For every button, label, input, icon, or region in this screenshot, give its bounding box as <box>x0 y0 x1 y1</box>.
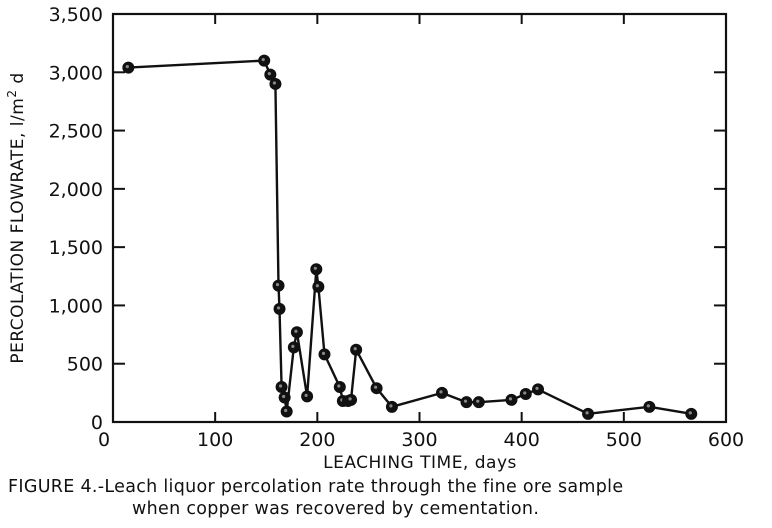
data-point-highlight <box>348 397 352 401</box>
data-point-highlight <box>315 284 319 288</box>
data-point-highlight <box>261 58 265 62</box>
y-axis-title-end: d <box>8 72 28 89</box>
y-axis-title: PERCOLATION FLOWRATE, l/m2 d <box>5 72 28 363</box>
data-point-highlight <box>291 344 295 348</box>
data-point-highlight <box>267 72 271 76</box>
data-point-highlight <box>585 411 589 415</box>
data-point-highlight <box>278 384 283 388</box>
data-point-highlight <box>523 391 527 395</box>
x-axis-ticks: 0 100 200 300 400 500 600 <box>98 14 744 451</box>
y-axis-title-main: PERCOLATION FLOWRATE, l/m <box>8 98 28 364</box>
y-tick-label: 0 <box>91 412 103 434</box>
data-point-highlight <box>272 81 277 85</box>
y-axis-title-sup: 2 <box>5 90 19 98</box>
data-point-highlight <box>321 351 326 355</box>
data-point-highlight <box>476 399 480 403</box>
y-tick-label: 3,000 <box>49 62 103 84</box>
data-point-highlight <box>508 397 513 401</box>
data-point-highlight <box>353 347 357 351</box>
y-tick-label: 2,000 <box>49 179 103 201</box>
x-tick-label: 100 <box>197 429 233 451</box>
series-line <box>128 59 692 415</box>
data-point-highlight <box>304 393 308 397</box>
x-axis-title: LEACHING TIME, days <box>323 453 517 473</box>
data-point-highlight <box>282 394 286 399</box>
data-point-highlight <box>275 283 280 287</box>
data-point-highlight <box>439 390 443 394</box>
data-point-highlight <box>535 386 539 390</box>
y-tick-label: 1,500 <box>49 237 103 259</box>
y-tick-label: 1,000 <box>49 295 103 317</box>
x-tick-label: 0 <box>98 429 110 451</box>
plot-frame <box>111 12 728 424</box>
figure-caption: FIGURE 4.-Leach liquor percolation rate … <box>8 476 768 520</box>
data-point-highlight <box>284 408 288 413</box>
y-tick-label: 3,500 <box>49 4 103 26</box>
data-point-highlight <box>125 65 129 69</box>
data-point-highlight <box>313 266 317 270</box>
y-tick-label: 2,500 <box>49 121 103 143</box>
caption-label: FIGURE 4.- <box>8 477 105 497</box>
caption-line-1: Leach liquor percolation rate through th… <box>104 477 624 497</box>
x-tick-label: 400 <box>504 429 540 451</box>
data-point-highlight <box>276 306 281 310</box>
x-tick-label: 500 <box>606 429 642 451</box>
data-point-highlight <box>463 399 468 403</box>
y-axis-ticks: 0 500 1,000 1,500 2,000 2,500 3,000 3,500 <box>49 4 726 434</box>
data-point-highlight <box>373 385 378 389</box>
data-point-highlight <box>646 404 650 408</box>
x-tick-label: 300 <box>401 429 437 451</box>
data-point-highlight <box>337 384 341 388</box>
data-point-highlight <box>389 404 393 408</box>
series <box>122 54 698 420</box>
x-tick-label: 600 <box>708 429 744 451</box>
y-tick-label: 500 <box>67 354 103 376</box>
x-tick-label: 200 <box>299 429 335 451</box>
data-point-highlight <box>294 329 298 333</box>
data-point-highlight <box>688 411 692 415</box>
caption-line-2: when copper was recovered by cementation… <box>132 499 540 519</box>
